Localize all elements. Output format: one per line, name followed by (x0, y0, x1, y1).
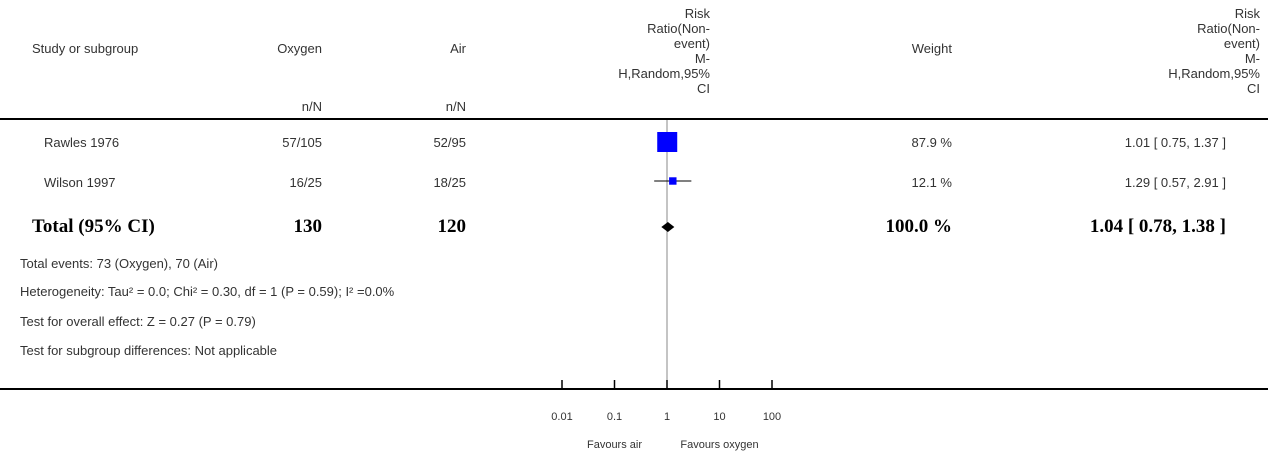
study-name: Wilson 1997 (44, 175, 116, 190)
total-air: 120 (437, 216, 467, 237)
total-weight: 100.0 % (885, 216, 953, 237)
axis-tick-label: 0.01 (551, 411, 572, 423)
col-header-effect-line: Ratio(Non- (647, 21, 710, 36)
pooled-diamond (661, 222, 675, 232)
axis-tick-label: 1 (664, 411, 670, 423)
header-rule (0, 118, 1268, 120)
col-header-effect-line: CI (697, 81, 710, 96)
oxygen-count: 16/25 (289, 175, 322, 190)
col-header-ci-line: H,Random,95% (1168, 66, 1260, 81)
total-ci: 1.04 [ 0.78, 1.38 ] (1089, 216, 1226, 237)
footnote-subgroup: Test for subgroup differences: Not appli… (20, 343, 278, 358)
col-header-effect-line: event) (673, 36, 710, 51)
footnote-events: Total events: 73 (Oxygen), 70 (Air) (20, 256, 218, 271)
air-count: 18/25 (433, 175, 466, 190)
col-header-ci-line: event) (1223, 36, 1260, 51)
footnote-heterogeneity: Heterogeneity: Tau² = 0.0; Chi² = 0.30, … (20, 284, 395, 299)
study-point-marker (669, 177, 677, 185)
study-ci: 1.29 [ 0.57, 2.91 ] (1124, 175, 1226, 190)
study-weight: 12.1 % (911, 175, 952, 190)
col-header-ci-line: CI (1247, 81, 1260, 96)
oxygen-count: 57/105 (282, 135, 322, 150)
study-weight: 87.9 % (911, 135, 952, 150)
col-header-ci-line: M- (1244, 51, 1260, 66)
footer-rule (0, 388, 1268, 390)
study-ci: 1.01 [ 0.75, 1.37 ] (1124, 135, 1226, 150)
col-header-effect-line: H,Random,95% (618, 66, 710, 81)
col-header-ci-line: Ratio(Non- (1197, 21, 1260, 36)
axis-tick-label: 10 (713, 411, 725, 423)
axis-tick-label: 100 (763, 411, 781, 423)
col-header-weight: Weight (911, 41, 952, 56)
total-oxygen: 130 (293, 216, 323, 237)
total-label: Total (95% CI) (32, 216, 155, 237)
footnote-overall: Test for overall effect: Z = 0.27 (P = 0… (20, 314, 256, 329)
air-count: 52/95 (433, 135, 466, 150)
study-point-marker (657, 132, 678, 152)
col-header-ci: Risk Ratio(Non- event) M- H,Random,95% C… (1090, 6, 1260, 96)
favours-left-label: Favours air (587, 439, 642, 451)
study-name: Rawles 1976 (44, 135, 120, 150)
col-header-air-unit: n/N (445, 99, 466, 114)
favours-right-label: Favours oxygen (680, 439, 758, 451)
col-header-study: Study or subgroup (32, 41, 139, 56)
col-header-effect-line: Risk (684, 6, 710, 21)
col-header-oxygen-unit: n/N (301, 99, 322, 114)
col-header-air: Air (450, 41, 466, 56)
col-header-effect-line: M- (694, 51, 710, 66)
axis-tick-label: 0.1 (607, 411, 622, 423)
col-header-ci-line: Risk (1234, 6, 1260, 21)
col-header-oxygen: Oxygen (277, 41, 322, 56)
col-header-effect: Risk Ratio(Non- event) M- H,Random,95% C… (540, 6, 710, 96)
